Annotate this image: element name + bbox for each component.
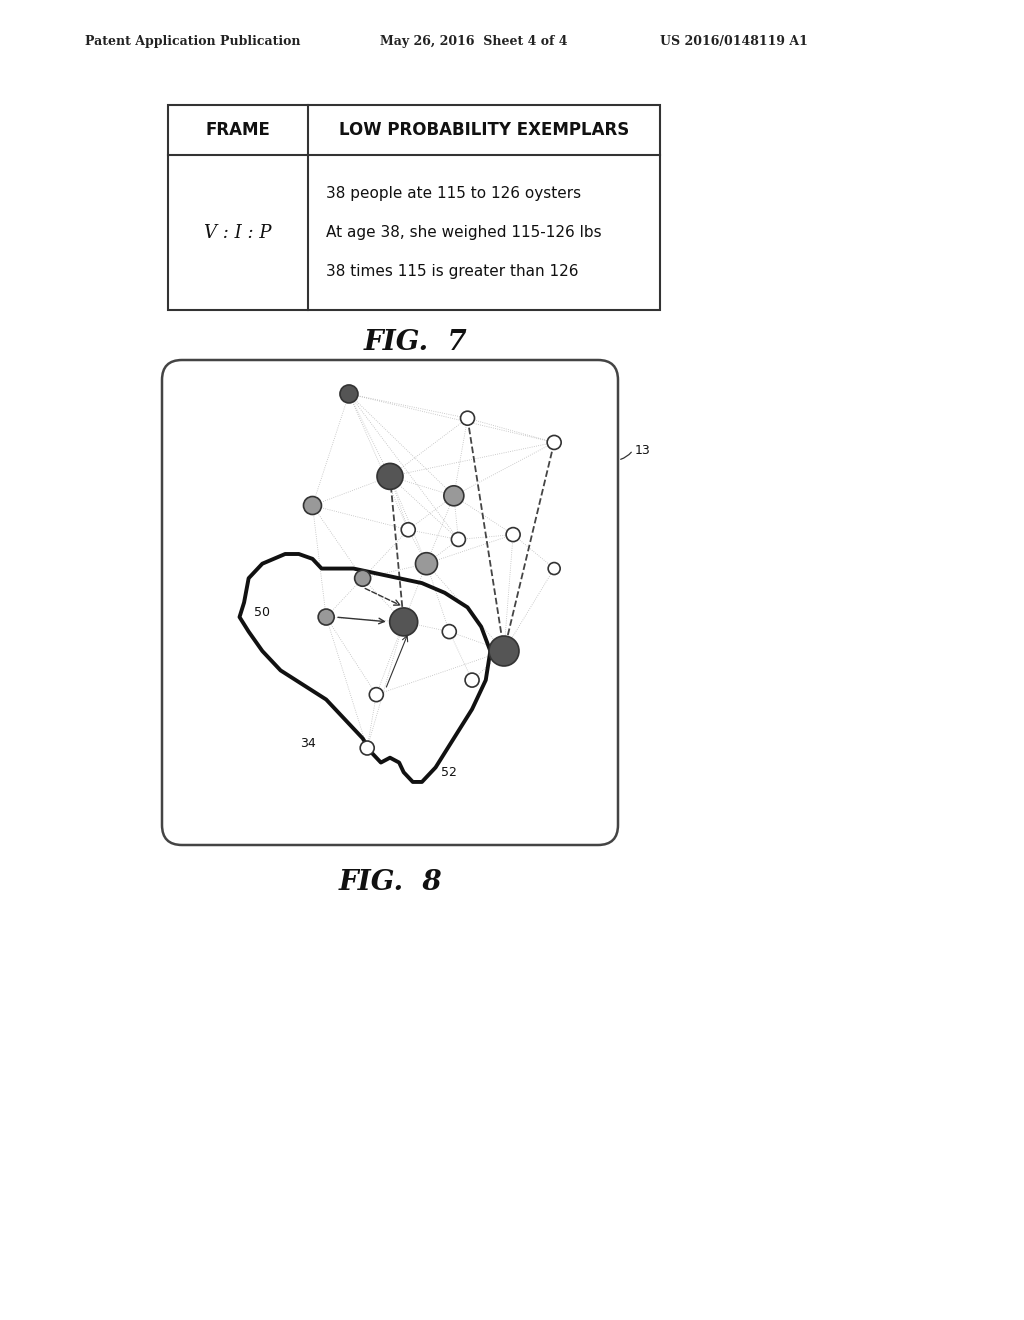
Text: May 26, 2016  Sheet 4 of 4: May 26, 2016 Sheet 4 of 4	[380, 36, 567, 49]
Circle shape	[442, 624, 457, 639]
Circle shape	[465, 673, 479, 688]
Text: FIG.  7: FIG. 7	[364, 329, 467, 355]
Text: 50: 50	[254, 606, 270, 619]
Text: 38 people ate 115 to 126 oysters: 38 people ate 115 to 126 oysters	[326, 186, 582, 201]
Circle shape	[390, 609, 418, 636]
Circle shape	[416, 553, 437, 574]
Text: LOW PROBABILITY EXEMPLARS: LOW PROBABILITY EXEMPLARS	[339, 121, 629, 139]
Text: Patent Application Publication: Patent Application Publication	[85, 36, 300, 49]
Text: 13: 13	[635, 444, 650, 457]
Text: V : I : P: V : I : P	[204, 223, 271, 242]
Circle shape	[548, 562, 560, 574]
Circle shape	[443, 486, 464, 506]
FancyBboxPatch shape	[162, 360, 618, 845]
Text: FIG.  8: FIG. 8	[338, 869, 441, 895]
Circle shape	[370, 688, 383, 702]
Circle shape	[461, 412, 474, 425]
Text: At age 38, she weighed 115-126 lbs: At age 38, she weighed 115-126 lbs	[326, 224, 602, 240]
Circle shape	[401, 523, 416, 537]
Circle shape	[303, 496, 322, 515]
Circle shape	[489, 636, 519, 667]
Circle shape	[377, 463, 403, 490]
Circle shape	[506, 528, 520, 541]
Circle shape	[340, 385, 358, 403]
Circle shape	[360, 741, 374, 755]
Text: 52: 52	[441, 766, 458, 779]
Circle shape	[547, 436, 561, 449]
Text: US 2016/0148119 A1: US 2016/0148119 A1	[660, 36, 808, 49]
Bar	[168, 106, 660, 310]
Circle shape	[318, 609, 334, 626]
Circle shape	[452, 532, 465, 546]
Text: 34: 34	[300, 737, 315, 750]
Text: FRAME: FRAME	[206, 121, 270, 139]
Text: 38 times 115 is greater than 126: 38 times 115 is greater than 126	[326, 264, 579, 279]
Circle shape	[354, 570, 371, 586]
